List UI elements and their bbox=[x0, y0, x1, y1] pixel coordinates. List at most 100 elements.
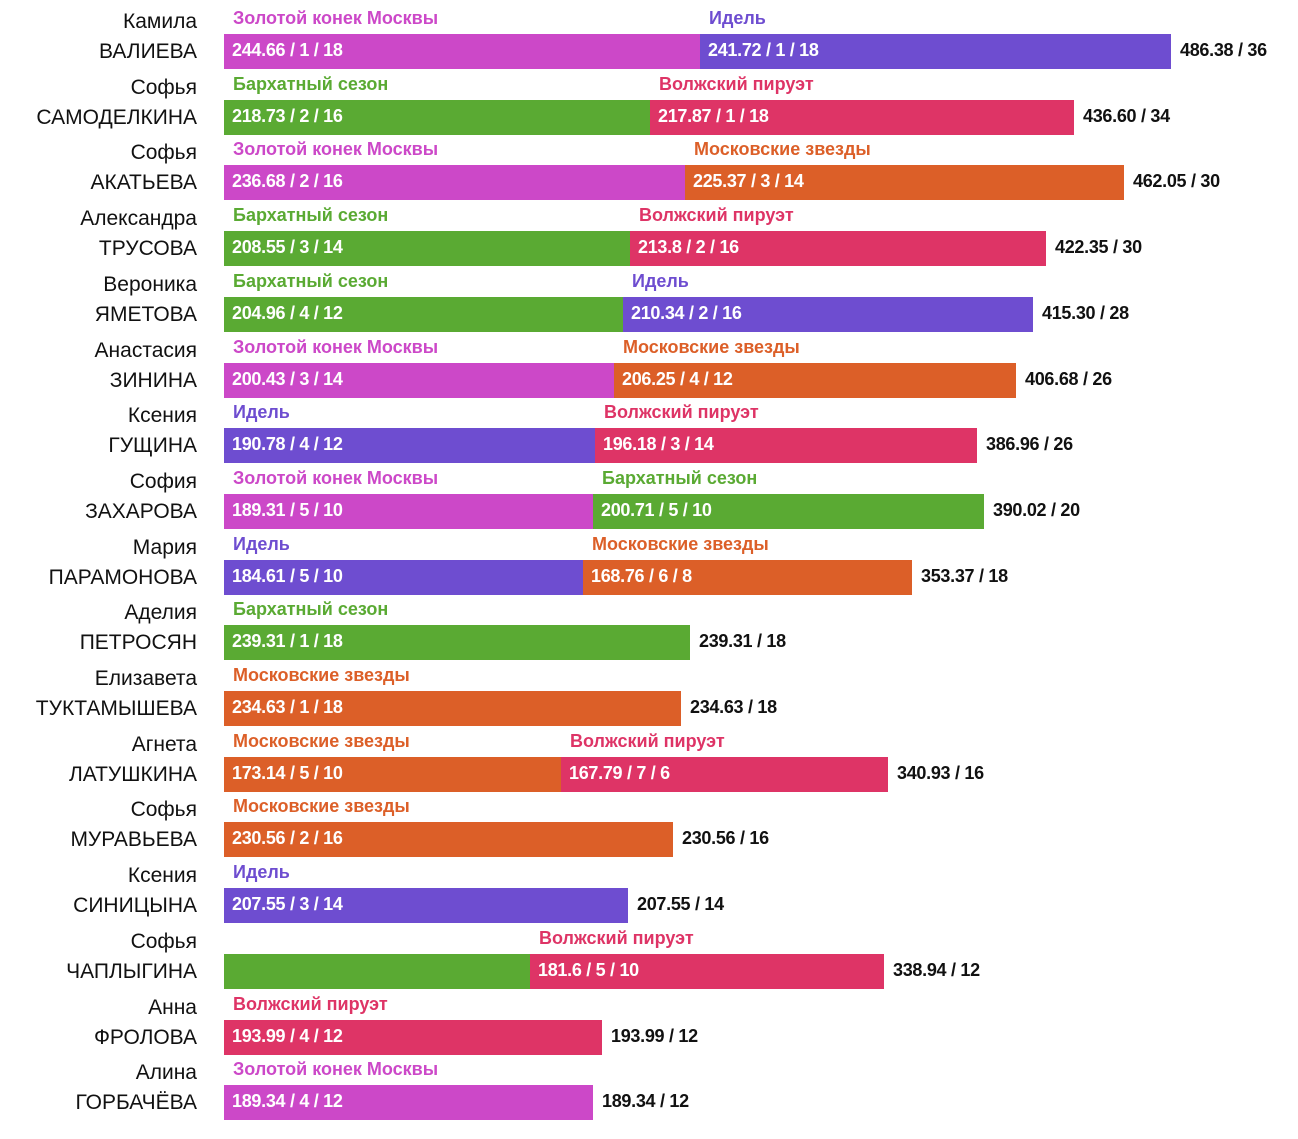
athlete-first-name: Александра bbox=[80, 207, 197, 231]
segment-score-label: 239.31 / 1 / 18 bbox=[232, 631, 343, 652]
athlete-row: Аделия ПЕТРОСЯН Бархатный сезон 239.31 / 1 … bbox=[0, 591, 1298, 661]
bar-segment bbox=[700, 34, 1171, 69]
bar-segment bbox=[595, 428, 977, 464]
bar-segment bbox=[593, 493, 984, 529]
athlete-first-name: Агнета bbox=[131, 732, 197, 756]
athlete-row: Софья МУРАВЬЕВА Московские звезды 230.56 / … bbox=[0, 788, 1298, 858]
segment-score-label: 213.8 / 2 / 16 bbox=[638, 237, 739, 258]
segment-score-label: 244.66 / 1 / 18 bbox=[232, 40, 343, 60]
bar-segment bbox=[224, 888, 628, 924]
athlete-row: София ЗАХАРОВА Золотой конек Москвы 189.31 … bbox=[0, 460, 1298, 529]
athlete-row: Камила ВАЛИЕВА Золотой конек Москвы 244.66 … bbox=[0, 0, 1298, 69]
segment-score-label: 234.63 / 1 / 18 bbox=[232, 697, 343, 717]
total-score-label: 239.31 / 18 bbox=[699, 631, 786, 652]
competition-label: Золотой конек Москвы bbox=[233, 467, 439, 488]
bar-segment bbox=[224, 493, 593, 529]
total-score-label: 436.60 / 34 bbox=[1083, 105, 1170, 126]
bar-segment bbox=[224, 1019, 602, 1055]
bar-segment bbox=[224, 34, 700, 69]
bar-segment bbox=[561, 756, 888, 792]
athlete-row: Ксения СИНИЦЫНА Идель 207.55 / 3 / 14 207.55… bbox=[0, 854, 1298, 924]
athlete-first-name: Ксения bbox=[127, 864, 197, 888]
athlete-last-name: МУРАВЬЕВА bbox=[70, 828, 197, 852]
total-score-label: 340.93 / 16 bbox=[897, 762, 984, 783]
bar-segment bbox=[530, 953, 884, 989]
total-score-label: 353.37 / 18 bbox=[921, 565, 1008, 586]
competition-label: Бархатный сезон bbox=[233, 599, 389, 620]
athlete-first-name: Софья bbox=[130, 929, 197, 953]
bar-segment bbox=[224, 1085, 593, 1121]
athlete-last-name: ТУКТАМЫШЕВА bbox=[35, 697, 197, 720]
bar-segment bbox=[650, 99, 1074, 135]
athlete-row: Вероника ЯМЕТОВА Бархатный сезон 204.96 / 4… bbox=[0, 263, 1298, 332]
athlete-first-name: Анастасия bbox=[94, 338, 197, 362]
bar-segment bbox=[583, 559, 912, 595]
athlete-first-name: Мария bbox=[132, 535, 197, 559]
bar-segment bbox=[224, 691, 681, 726]
competition-label: Московские звезды bbox=[623, 336, 800, 357]
competition-label: Бархатный сезон bbox=[233, 73, 389, 94]
competition-label: Московские звезды bbox=[233, 665, 410, 685]
athlete-row: Софья САМОДЕЛКИНА Бархатный сезон 218.73 / … bbox=[0, 66, 1298, 135]
bar-segment bbox=[685, 165, 1124, 201]
athlete-last-name: ЛАТУШКИНА bbox=[68, 762, 197, 786]
athlete-last-name: ЗИНИНА bbox=[109, 368, 197, 392]
athlete-first-name: Софья bbox=[130, 141, 197, 165]
competition-label: Идель bbox=[709, 8, 766, 28]
segment-score-label: 207.55 / 3 / 14 bbox=[232, 894, 343, 915]
segment-score-label: 204.96 / 4 / 12 bbox=[232, 302, 343, 323]
athlete-row: Ксения ГУЩИНА Идель 190.78 / 4 / 12 Волжский… bbox=[0, 394, 1298, 464]
total-score-label: 390.02 / 20 bbox=[993, 499, 1080, 520]
athlete-first-name: Софья bbox=[130, 75, 197, 99]
athlete-first-name: Алина bbox=[135, 1061, 197, 1085]
bar-segment bbox=[224, 99, 650, 135]
bar-segment bbox=[224, 559, 583, 595]
segment-score-label: 241.72 / 1 / 18 bbox=[708, 40, 819, 60]
competition-label: Идель bbox=[233, 533, 290, 554]
competition-label: Идель bbox=[233, 402, 290, 423]
competition-label: Волжский пируэт bbox=[639, 205, 794, 226]
segment-score-label: 190.78 / 4 / 12 bbox=[232, 434, 343, 455]
athlete-row: Софья ЧАПЛЫГИНА Волжский пируэт 181.6 / 5 /… bbox=[0, 920, 1298, 989]
competition-label: Бархатный сезон bbox=[602, 467, 758, 488]
athlete-last-name: ПЕТРОСЯН bbox=[79, 631, 197, 655]
bar-segment bbox=[224, 362, 614, 398]
segment-score-label: 206.25 / 4 / 12 bbox=[622, 368, 733, 389]
bar-segment bbox=[614, 362, 1016, 398]
total-score-label: 189.34 / 12 bbox=[602, 1091, 689, 1112]
segment-score-label: 230.56 / 2 / 16 bbox=[232, 828, 343, 849]
athlete-first-name: Анна bbox=[148, 995, 197, 1019]
competition-label: Идель bbox=[233, 862, 290, 883]
competition-label: Золотой конек Москвы bbox=[233, 139, 439, 160]
bar-segment bbox=[224, 953, 530, 989]
segment-score-label: 184.61 / 5 / 10 bbox=[232, 565, 343, 586]
total-score-label: 230.56 / 16 bbox=[682, 828, 769, 849]
total-score-label: 486.38 / 36 bbox=[1180, 40, 1267, 60]
total-score-label: 386.96 / 26 bbox=[986, 434, 1073, 455]
athlete-last-name: ЯМЕТОВА bbox=[94, 302, 197, 326]
competition-label: Московские звезды bbox=[694, 139, 871, 160]
competition-label: Московские звезды bbox=[233, 730, 410, 751]
total-score-label: 338.94 / 12 bbox=[893, 959, 980, 980]
athlete-first-name: Елизавета bbox=[94, 667, 197, 690]
segment-score-label: 181.6 / 5 / 10 bbox=[538, 959, 639, 980]
segment-score-label: 217.87 / 1 / 18 bbox=[658, 105, 769, 126]
competition-label: Волжский пируэт bbox=[659, 73, 814, 94]
athlete-first-name: Аделия bbox=[124, 601, 197, 625]
segment-score-label: 196.18 / 3 / 14 bbox=[603, 434, 714, 455]
athlete-row: Александра ТРУСОВА Бархатный сезон 208.55 /… bbox=[0, 197, 1298, 267]
athlete-last-name: САМОДЕЛКИНА bbox=[36, 105, 197, 129]
athlete-row: Елизавета ТУКТАМЫШЕВА Московские звезды 234… bbox=[0, 657, 1298, 726]
segment-score-label: 218.73 / 2 / 16 bbox=[232, 105, 343, 126]
competition-label: Волжский пируэт bbox=[570, 730, 725, 751]
segment-score-label: 167.79 / 7 / 6 bbox=[569, 762, 670, 783]
competition-label: Золотой конек Москвы bbox=[233, 336, 439, 357]
segment-score-label: 208.55 / 3 / 14 bbox=[232, 237, 343, 258]
competition-label: Московские звезды bbox=[233, 796, 410, 817]
athlete-first-name: София bbox=[129, 469, 197, 493]
competition-label: Волжский пируэт bbox=[233, 993, 388, 1014]
total-score-label: 207.55 / 14 bbox=[637, 894, 724, 915]
athlete-row: Анна ФРОЛОВА Волжский пируэт 193.99 / 4 / 1… bbox=[0, 986, 1298, 1055]
total-score-label: 406.68 / 26 bbox=[1025, 368, 1112, 389]
